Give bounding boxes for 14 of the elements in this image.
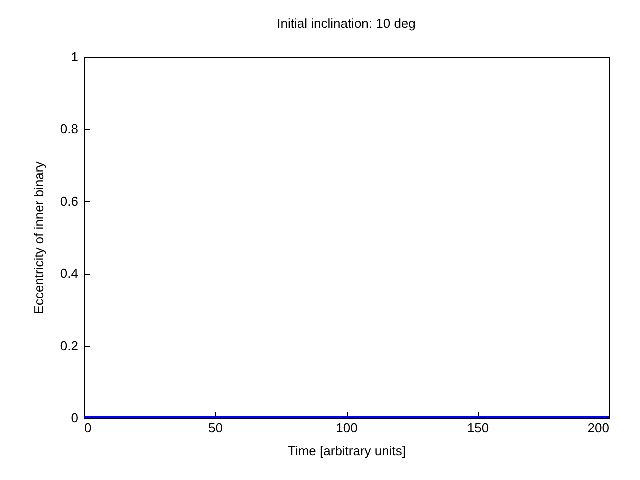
y-tick-label: 1 <box>71 50 78 64</box>
y-tick-label: 0.4 <box>60 266 78 282</box>
x-tick-label: 50 <box>208 420 223 436</box>
y-tick-label: 0 <box>71 410 78 426</box>
x-axis-title: Time [arbitrary units] <box>288 444 406 458</box>
y-tick-label: 0.8 <box>60 122 78 137</box>
x-tick-label: 100 <box>336 420 358 436</box>
x-tick-label: 150 <box>467 420 490 436</box>
x-tick-label: 200 <box>588 420 610 436</box>
y-tick-label: 0.2 <box>60 338 78 354</box>
chart-title: Initial inclination: 10 deg <box>277 16 416 31</box>
y-axis-title: Eccentricity of inner binary <box>31 161 46 314</box>
y-tick-label: 0.6 <box>60 194 78 209</box>
x-tick-label: 0 <box>84 420 92 436</box>
